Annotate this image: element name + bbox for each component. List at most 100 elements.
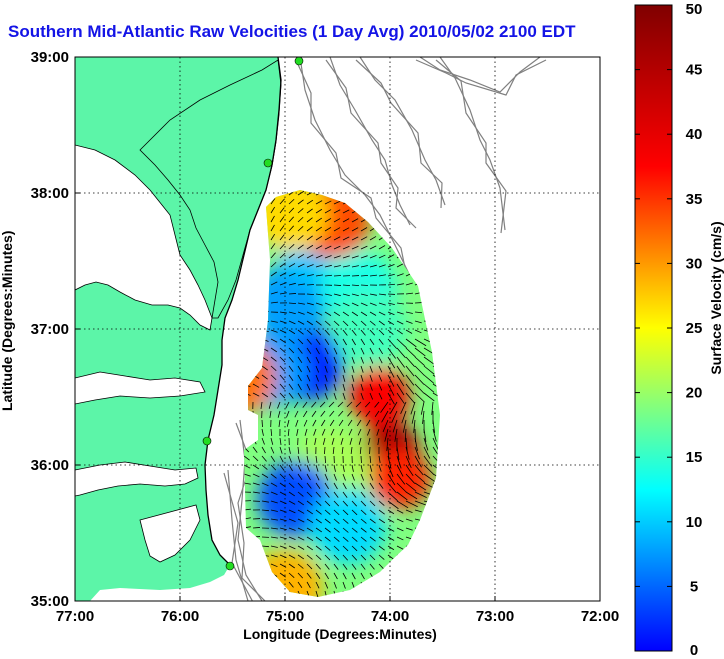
velocity-vector	[360, 491, 366, 498]
velocity-vector	[360, 311, 368, 317]
velocity-vector	[304, 428, 308, 436]
velocity-vector	[324, 209, 332, 214]
velocity-vector	[414, 482, 427, 491]
velocity-vector	[351, 265, 359, 268]
velocity-vector	[342, 320, 349, 327]
velocity-vector	[423, 365, 435, 375]
velocity-vector	[297, 536, 305, 541]
velocity-vector	[306, 226, 313, 232]
velocity-vector	[270, 527, 278, 530]
velocity-vector	[333, 509, 340, 516]
velocity-vector	[278, 419, 281, 427]
velocity-vector	[279, 234, 285, 241]
velocity-vector	[261, 428, 264, 436]
velocity-vector	[333, 275, 342, 277]
velocity-vector	[414, 509, 422, 513]
velocity-vector	[297, 253, 305, 259]
velocity-vector	[244, 455, 250, 461]
velocity-vector	[315, 311, 323, 316]
velocity-vector	[369, 302, 377, 306]
velocity-vector	[392, 419, 398, 433]
velocity-vector	[244, 464, 251, 469]
velocity-vector	[351, 236, 359, 241]
x-tick-label: 72:00	[581, 608, 619, 625]
velocity-vector	[297, 446, 300, 454]
velocity-vector	[342, 245, 350, 250]
velocity-vector	[360, 347, 365, 355]
velocity-vector	[396, 518, 404, 523]
velocity-vector	[333, 536, 340, 542]
x-tick-label: 74:00	[371, 608, 409, 625]
velocity-vector	[261, 464, 268, 470]
velocity-vector	[333, 255, 341, 259]
velocity-vector	[369, 455, 372, 464]
velocity-vector	[279, 482, 286, 488]
velocity-vector	[387, 283, 396, 286]
velocity-vector	[369, 473, 374, 481]
velocity-vector	[288, 302, 297, 305]
velocity-vector	[261, 545, 270, 548]
velocity-vector	[387, 329, 394, 335]
velocity-vector	[324, 218, 332, 223]
velocity-vector	[414, 455, 422, 468]
velocity-vector	[369, 527, 376, 533]
velocity-vector	[369, 500, 376, 507]
velocity-vector	[360, 500, 367, 507]
velocity-vector	[405, 320, 413, 324]
velocity-vector	[315, 554, 322, 561]
velocity-vector	[405, 329, 413, 334]
velocity-vector	[288, 225, 294, 232]
velocity-patch	[310, 488, 386, 565]
velocity-vector	[324, 392, 328, 400]
velocity-vector	[423, 464, 434, 475]
velocity-vector	[351, 347, 356, 355]
velocity-vector	[297, 563, 304, 569]
velocity-vector	[366, 419, 371, 427]
x-axis-ticks: 77:00 76:00 75:00 74:00 73:00 72:00	[56, 596, 619, 625]
velocity-vector	[279, 207, 285, 214]
velocity-vector	[342, 473, 346, 481]
velocity-vector	[306, 264, 314, 268]
velocity-vector	[297, 329, 304, 335]
velocity-vector	[396, 500, 409, 509]
velocity-vector	[405, 518, 413, 522]
velocity-vector	[315, 383, 319, 391]
velocity-vector	[279, 374, 285, 381]
velocity-vector	[324, 274, 333, 277]
velocity-vector	[410, 401, 416, 415]
velocity-vector	[378, 464, 382, 472]
velocity-vector	[364, 401, 371, 408]
velocity-vector	[351, 491, 357, 498]
velocity-vector	[288, 455, 292, 463]
velocity-vector	[396, 356, 406, 368]
velocity-vector	[261, 437, 265, 445]
velocity-vector	[270, 482, 278, 487]
velocity-vector	[306, 554, 313, 560]
velocity-vector	[302, 401, 308, 408]
velocity-vector	[351, 500, 358, 507]
velocity-vector	[306, 254, 314, 259]
velocity-vector	[405, 365, 415, 377]
station-marker-2	[263, 158, 273, 168]
velocity-vector	[297, 392, 303, 400]
velocity-vector	[376, 428, 380, 436]
velocity-vector	[396, 320, 404, 325]
velocity-vector	[360, 374, 364, 382]
velocity-vector	[324, 264, 332, 268]
velocity-vector	[306, 311, 314, 316]
velocity-vector	[342, 554, 348, 561]
velocity-vector	[396, 509, 404, 514]
velocity-vector	[405, 509, 413, 513]
velocity-vector	[324, 200, 332, 205]
velocity-vector	[279, 262, 286, 268]
velocity-vector	[360, 356, 364, 364]
velocity-vector	[351, 255, 359, 259]
velocity-vector	[351, 572, 356, 580]
velocity-vector	[261, 500, 269, 503]
velocity-vector	[387, 527, 395, 532]
x-tick-label: 73:00	[476, 608, 514, 625]
velocity-vector	[432, 437, 439, 451]
velocity-vector	[306, 329, 313, 335]
velocity-vector	[279, 473, 286, 480]
velocity-vector	[333, 374, 337, 382]
